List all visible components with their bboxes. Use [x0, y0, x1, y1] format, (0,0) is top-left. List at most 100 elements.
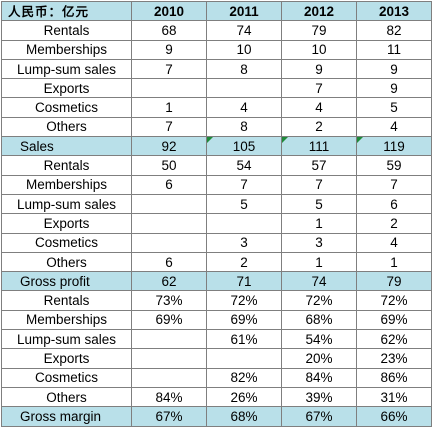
cell-value: 7	[281, 174, 357, 195]
row-label: Gross margin	[1, 406, 132, 427]
cell-value: 79	[281, 20, 357, 41]
row-label: Rentals	[1, 290, 132, 311]
cell-value: 2	[206, 251, 282, 273]
cell-value: 82	[356, 20, 432, 41]
cell-value: 1	[356, 251, 432, 273]
row-label: Others	[1, 251, 132, 273]
cell-value: 69%	[131, 309, 207, 331]
cell-value	[131, 232, 207, 253]
cell-value: 86%	[356, 367, 432, 388]
row-label: Exports	[1, 213, 132, 234]
cell-value: 54%	[281, 329, 357, 350]
table-row: Cosmetics 1 4 4 5	[1, 97, 432, 118]
cell-value	[206, 78, 282, 99]
cell-value: 68	[131, 20, 207, 41]
cell-value: 59	[356, 155, 432, 176]
table-row: Rentals 50 54 57 59	[1, 155, 432, 176]
table-row: Lump-sum sales 5 5 6	[1, 193, 432, 215]
cell-value: 4	[206, 97, 282, 118]
cell-value: 7	[356, 174, 432, 195]
cell-value: 10	[206, 39, 282, 60]
cell-value: 1	[131, 97, 207, 118]
cell-value: 68%	[206, 406, 282, 427]
header-row: 人民币：亿元 2010 2011 2012 2013	[1, 0, 432, 22]
cell-value: 4	[281, 97, 357, 118]
table-row: Rentals 73% 72% 72% 72%	[1, 290, 432, 311]
table-row: Memberships 6 7 7 7	[1, 174, 432, 195]
row-label: Rentals	[1, 20, 132, 41]
table-row: Rentals 68 74 79 82	[1, 20, 432, 41]
cell-value: 72%	[281, 290, 357, 311]
cell-value	[131, 348, 207, 369]
summary-row: Gross profit 62 71 74 79	[1, 271, 432, 292]
table-row: Cosmetics 3 3 4	[1, 232, 432, 253]
cell-value: 111	[281, 136, 357, 157]
cell-value: 72%	[206, 290, 282, 311]
cell-value: 69%	[356, 309, 432, 331]
cell-value	[131, 367, 207, 388]
cell-value: 8	[206, 58, 282, 80]
cell-value	[131, 329, 207, 350]
table-row: Memberships 9 10 10 11	[1, 39, 432, 60]
cell-value: 9	[356, 78, 432, 99]
row-label: Memberships	[1, 39, 132, 60]
summary-row: Sales 92 105 111 119	[1, 136, 432, 157]
cell-value: 68%	[281, 309, 357, 331]
cell-value: 31%	[356, 386, 432, 408]
cell-value: 84%	[281, 367, 357, 388]
table-row: Lump-sum sales 61% 54% 62%	[1, 329, 432, 350]
unit-header: 人民币：亿元	[1, 0, 132, 22]
cell-value: 6	[356, 193, 432, 215]
table-row: Lump-sum sales 7 8 9 9	[1, 58, 432, 80]
table-row: Cosmetics 82% 84% 86%	[1, 367, 432, 388]
cell-value: 2	[281, 116, 357, 138]
table-row: Others 6 2 1 1	[1, 251, 432, 273]
cell-value: 61%	[206, 329, 282, 350]
cell-value: 62	[131, 271, 207, 292]
cell-value	[131, 78, 207, 99]
cell-value: 4	[356, 232, 432, 253]
cell-value: 20%	[281, 348, 357, 369]
cell-value: 5	[356, 97, 432, 118]
row-label: Lump-sum sales	[1, 329, 132, 350]
row-label: Exports	[1, 78, 132, 99]
row-label: Exports	[1, 348, 132, 369]
cell-value	[131, 213, 207, 234]
cell-value: 57	[281, 155, 357, 176]
cell-value	[131, 193, 207, 215]
cell-value: 2	[356, 213, 432, 234]
cell-value: 92	[131, 136, 207, 157]
cell-value: 7	[206, 174, 282, 195]
cell-value: 84%	[131, 386, 207, 408]
cell-value: 5	[206, 193, 282, 215]
row-label: Others	[1, 386, 132, 408]
row-label: Sales	[1, 136, 132, 157]
cell-value: 39%	[281, 386, 357, 408]
cell-value: 67%	[281, 406, 357, 427]
cell-value: 1	[281, 251, 357, 273]
row-label: Others	[1, 116, 132, 138]
cell-value: 74	[206, 20, 282, 41]
year-header: 2010	[131, 0, 207, 22]
row-label: Lump-sum sales	[1, 58, 132, 80]
cell-value: 9	[281, 58, 357, 80]
cell-value: 79	[356, 271, 432, 292]
row-label: Memberships	[1, 309, 132, 331]
cell-value: 6	[131, 251, 207, 273]
table-row: Exports 1 2	[1, 213, 432, 234]
cell-value: 105	[206, 136, 282, 157]
cell-value: 5	[281, 193, 357, 215]
cell-value: 9	[356, 58, 432, 80]
cell-value: 8	[206, 116, 282, 138]
row-label: Gross profit	[1, 271, 132, 292]
table-row: Others 7 8 2 4	[1, 116, 432, 138]
cell-value	[206, 348, 282, 369]
cell-value: 6	[131, 174, 207, 195]
table-body: Rentals 68 74 79 82 Memberships 9 10 10 11 Lump-su…	[1, 20, 432, 427]
cell-value: 119	[356, 136, 432, 157]
year-header: 2013	[356, 0, 432, 22]
cell-value: 73%	[131, 290, 207, 311]
cell-value: 1	[281, 213, 357, 234]
cell-value: 9	[131, 39, 207, 60]
